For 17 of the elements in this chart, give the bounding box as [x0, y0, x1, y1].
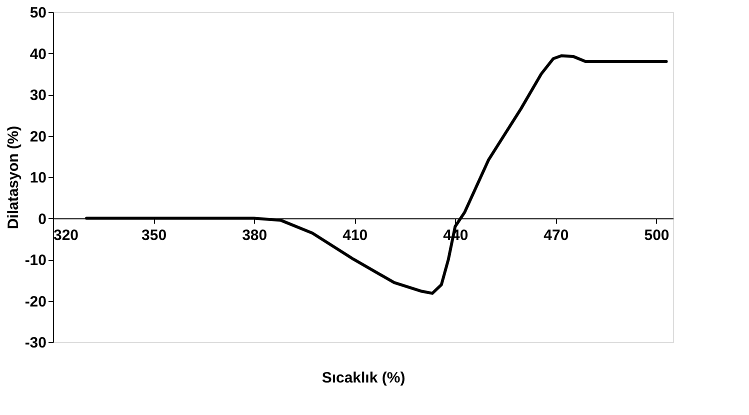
- x-tick-label: 500: [644, 226, 670, 244]
- y-tick-label: -30: [24, 334, 46, 352]
- y-tick-label: -20: [24, 293, 46, 310]
- x-tick-label: 350: [142, 226, 167, 244]
- y-tick-label: 0: [38, 210, 46, 228]
- y-tick-label: 10: [30, 170, 46, 186]
- x-tick-label: 470: [544, 226, 569, 244]
- x-axis-title: Sıcaklık (%): [322, 370, 406, 386]
- y-tick-label: 40: [30, 46, 46, 63]
- y-axis-title: Dilatasyon (%): [4, 126, 22, 230]
- x-tick-label: 410: [342, 226, 368, 244]
- y-tick-label: -10: [24, 252, 46, 269]
- y-tick-label: 50: [30, 4, 46, 22]
- x-tick-label: 380: [242, 226, 268, 244]
- x-tick-label: 320: [54, 226, 79, 244]
- y-tick-label: 20: [30, 128, 46, 146]
- y-tick-label: 30: [30, 87, 46, 104]
